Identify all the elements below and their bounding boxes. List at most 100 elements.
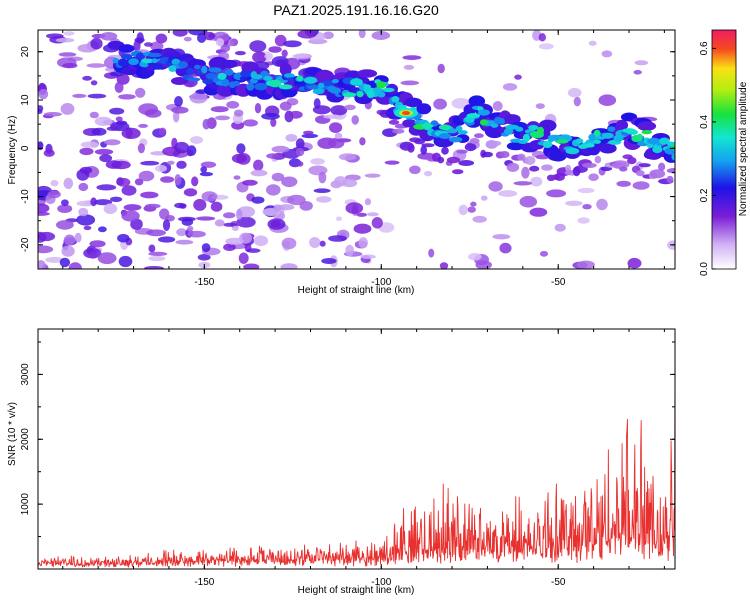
- noise-blob: [565, 164, 572, 172]
- noise-blob: [600, 166, 613, 172]
- noise-blob: [162, 219, 171, 232]
- noise-blob: [287, 194, 306, 206]
- noise-blob: [364, 173, 381, 178]
- ridge-blob: [118, 58, 128, 67]
- noise-blob: [254, 103, 262, 114]
- noise-blob: [280, 263, 298, 269]
- noise-blob: [117, 233, 130, 243]
- noise-blob: [104, 139, 121, 146]
- noise-blob: [334, 176, 347, 187]
- noise-blob: [251, 196, 265, 204]
- noise-blob: [61, 199, 69, 206]
- noise-blob: [319, 240, 326, 247]
- colorbar-tick-label: 0.6: [699, 41, 710, 55]
- noise-blob: [403, 64, 415, 70]
- noise-blob: [158, 127, 167, 136]
- y-tick-label: 3000: [20, 363, 31, 386]
- noise-blob: [173, 110, 180, 123]
- noise-blob: [439, 262, 449, 269]
- noise-blob: [266, 184, 281, 196]
- noise-blob: [109, 107, 125, 115]
- noise-blob: [167, 160, 175, 165]
- noise-blob: [253, 235, 269, 246]
- ridge-blob: [221, 78, 230, 87]
- noise-blob: [328, 137, 345, 149]
- noise-blob: [98, 226, 107, 233]
- ridge-blob: [264, 75, 272, 81]
- noise-blob: [176, 160, 187, 169]
- noise-blob: [356, 212, 368, 217]
- noise-blob: [464, 143, 477, 152]
- noise-blob: [400, 80, 420, 86]
- noise-blob: [118, 94, 136, 100]
- noise-blob: [616, 180, 631, 187]
- noise-blob: [273, 204, 282, 212]
- noise-blob: [138, 170, 155, 182]
- noise-blob: [59, 257, 71, 268]
- noise-blob: [243, 263, 260, 269]
- noise-blob: [83, 248, 102, 259]
- noise-blob: [155, 164, 167, 173]
- ridge-blob: [194, 64, 201, 70]
- noise-blob: [458, 160, 475, 166]
- noise-blob: [90, 80, 98, 86]
- spectrogram-x-label: Height of straight line (km): [298, 285, 415, 296]
- noise-blob: [150, 41, 164, 51]
- noise-blob: [582, 162, 597, 168]
- noise-blob: [499, 242, 512, 254]
- noise-blob: [202, 118, 211, 130]
- noise-blob: [409, 165, 421, 175]
- ridge-blob: [477, 109, 490, 116]
- noise-blob: [402, 55, 422, 60]
- noise-blob: [529, 165, 540, 172]
- x-tick-label: -150: [194, 577, 214, 588]
- ridge-blob: [217, 72, 227, 80]
- noise-blob: [193, 198, 207, 211]
- noise-blob: [313, 188, 331, 193]
- ridge-blob: [220, 59, 238, 69]
- ridge-blob: [466, 113, 480, 119]
- noise-blob: [146, 229, 167, 237]
- ridge-blob: [232, 80, 240, 86]
- ridge-blob: [593, 129, 601, 137]
- noise-blob: [268, 46, 282, 53]
- noise-blob: [588, 40, 597, 46]
- noise-blob: [148, 255, 166, 262]
- noise-blob: [271, 172, 285, 182]
- ridge-blob: [315, 69, 335, 84]
- noise-blob: [125, 127, 133, 139]
- noise-blob: [529, 207, 548, 217]
- noise-blob: [63, 177, 74, 190]
- noise-blob: [38, 211, 50, 216]
- noise-blob: [328, 235, 347, 242]
- noise-blob: [148, 251, 168, 256]
- noise-blob: [538, 33, 546, 42]
- noise-blob: [441, 146, 449, 155]
- noise-blob: [186, 149, 194, 157]
- noise-blob: [38, 105, 44, 112]
- colorbar-gradient: [712, 30, 736, 269]
- ridge-blob: [240, 70, 254, 78]
- noise-blob: [174, 174, 182, 186]
- noise-blob: [97, 252, 117, 265]
- noise-blob: [338, 153, 357, 161]
- noise-blob: [159, 208, 170, 220]
- noise-blob: [335, 216, 343, 221]
- noise-blob: [50, 179, 59, 187]
- snr-axes: -150 -100 -50 1000 2000 3000: [20, 329, 675, 588]
- noise-blob: [197, 253, 211, 261]
- noise-blob: [519, 195, 538, 208]
- noise-blob: [155, 33, 168, 44]
- noise-blob: [183, 36, 192, 42]
- noise-blob: [199, 172, 214, 177]
- noise-blob: [413, 138, 426, 145]
- noise-blob: [499, 151, 510, 158]
- noise-blob: [299, 201, 313, 211]
- ridge-blob: [622, 128, 636, 133]
- ridge-blob: [647, 143, 654, 149]
- noise-blob: [223, 243, 236, 251]
- noise-blob: [89, 240, 106, 248]
- noise-blob: [115, 116, 123, 122]
- noise-blob: [144, 42, 153, 47]
- noise-blob: [38, 260, 46, 269]
